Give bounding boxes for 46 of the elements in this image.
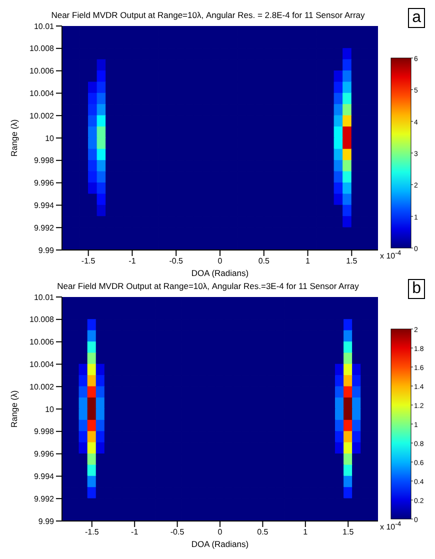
y-axis-title: Range (λ) (9, 119, 20, 157)
y-tick-label: 9.99 (38, 246, 55, 255)
x-tick-label: 1 (303, 528, 308, 537)
x-tick-label: -1.5 (84, 528, 100, 537)
x-tick-label: -0.5 (169, 256, 184, 266)
y-tick-label: 9.992 (34, 223, 55, 232)
x-tick-label: -1.5 (81, 256, 96, 266)
x-tick-label: 0.5 (257, 528, 269, 537)
x-tick-label: 1.5 (346, 256, 358, 266)
chart-title: Near Field MVDR Output at Range=10λ, Angular Res.=3E-4 for 11 Sensor Array (56, 281, 360, 291)
x-tick-label: 1 (306, 256, 311, 266)
y-tick-label: 10.002 (30, 111, 55, 120)
y-tick-label: 10.006 (30, 66, 55, 76)
y-tick-label: 9.994 (34, 472, 55, 482)
text: x 10$^{-4}$ (380, 250, 402, 261)
y-tick-label: 9.996 (34, 450, 55, 459)
y-tick-label: 10 (45, 404, 55, 414)
y-axis-title: Range (λ) (9, 390, 20, 428)
x-tick-label: -0.5 (170, 528, 185, 537)
x-tick-label: 0.5 (258, 256, 270, 266)
y-tick-label: 10.008 (30, 315, 55, 324)
x-tick-label: 0 (218, 256, 223, 266)
y-tick-label: 9.998 (34, 427, 55, 436)
x-axis-title: DOA (Radians) (191, 268, 249, 278)
y-tick-label: 10.004 (30, 360, 55, 370)
y-tick-label: 10.008 (30, 44, 55, 54)
y-tick-label: 10.006 (30, 338, 55, 347)
y-tick-label: 10.004 (30, 89, 55, 98)
y-tick-label: 10.002 (30, 382, 55, 392)
text: a (408, 8, 425, 28)
x-tick-label: -1 (128, 256, 136, 266)
x-tick-label: 0 (218, 528, 223, 537)
y-tick-label: 9.994 (34, 201, 55, 210)
y-tick-label: 10.01 (34, 292, 55, 302)
y-tick-label: 10 (45, 134, 55, 143)
y-tick-label: 9.992 (34, 494, 55, 504)
y-tick-label: 9.996 (34, 178, 55, 188)
y-tick-label: 10.01 (34, 22, 55, 31)
x-tick-label: -1 (131, 528, 139, 537)
chart-title: Near Field MVDR Output at Range=10λ, Angular Res. = 2.8E-4 for 11 Sensor Array (50, 10, 366, 20)
y-tick-label: 9.99 (38, 516, 55, 526)
x-tick-label: 1.5 (342, 528, 354, 537)
x-axis-title: DOA (Radians) (191, 539, 249, 549)
text: b (408, 279, 425, 299)
text: x 10$^{-4}$ (380, 521, 402, 532)
y-tick-label: 9.998 (34, 156, 55, 166)
